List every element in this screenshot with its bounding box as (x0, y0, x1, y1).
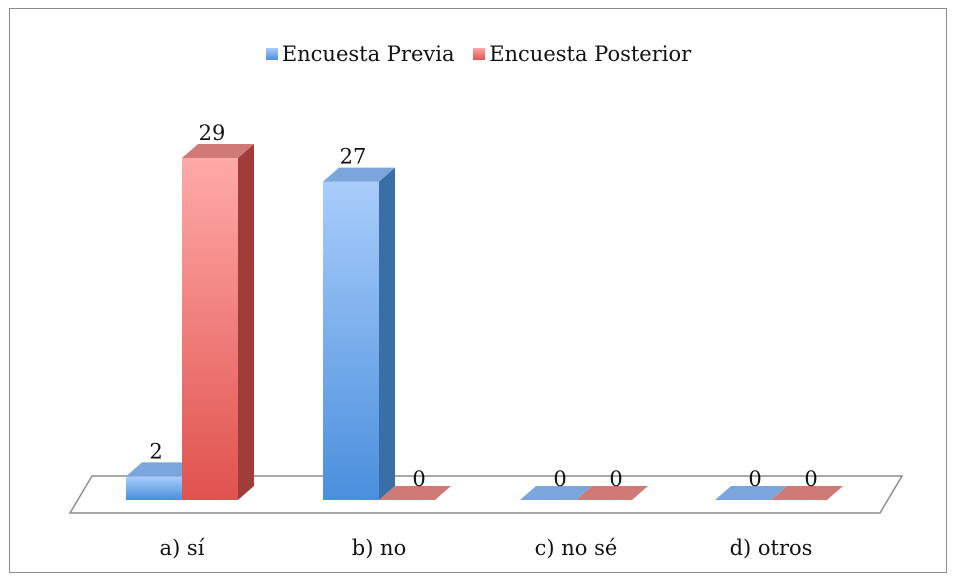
bar-encuesta-posterior-b-no-top (379, 486, 451, 500)
legend-swatch-encuesta-previa (265, 48, 278, 60)
legend-item-encuesta-posterior: Encuesta Posterior (473, 42, 691, 66)
chart-floor (68, 475, 904, 514)
data-label-encuesta-previa-d-otros: 0 (748, 467, 761, 491)
bar-encuesta-previa-c-no-se (520, 486, 592, 500)
data-label-encuesta-posterior-b-no: 0 (412, 467, 425, 491)
data-label-encuesta-posterior-a-si: 29 (199, 121, 226, 145)
bar-encuesta-posterior-c-no-se-top (576, 486, 648, 500)
bar-encuesta-posterior-c-no-se (576, 486, 648, 500)
data-label-encuesta-previa-a-si: 2 (149, 439, 162, 463)
bar-encuesta-previa-d-otros-top (715, 486, 787, 500)
legend-label-encuesta-previa: Encuesta Previa (281, 42, 455, 66)
bar-encuesta-previa-b-no-side (379, 167, 395, 500)
data-label-encuesta-posterior-c-no-se: 0 (609, 467, 622, 491)
bar-encuesta-posterior-a-si-side (238, 144, 254, 500)
bar-encuesta-posterior-a-si-top (182, 144, 254, 158)
legend-label-encuesta-posterior: Encuesta Posterior (489, 42, 692, 66)
data-label-encuesta-previa-c-no-se: 0 (553, 467, 566, 491)
bar-encuesta-posterior-b-no (379, 486, 451, 500)
x-tick-label-c-no-se: c) no sé (535, 536, 618, 560)
bar-encuesta-previa-c-no-se-top (520, 486, 592, 500)
bar-encuesta-previa-b-no-front (323, 181, 379, 500)
bar-encuesta-posterior-d-otros-top (771, 486, 843, 500)
bar-encuesta-previa-a-si-top (126, 462, 198, 477)
x-tick-label-d-otros: d) otros (730, 536, 813, 560)
x-tick-label-b-no: b) no (352, 536, 406, 560)
bar-encuesta-previa-a-si-front (126, 476, 182, 500)
bar-encuesta-previa-d-otros (715, 486, 787, 500)
data-label-encuesta-posterior-d-otros: 0 (804, 467, 817, 491)
data-label-encuesta-previa-b-no: 27 (340, 145, 367, 169)
bar-encuesta-previa-b-no (323, 167, 395, 500)
bar-encuesta-previa-b-no-top (323, 167, 395, 182)
x-tick-label-a-si: a) sí (160, 536, 205, 560)
legend-item-encuesta-previa: Encuesta Previa (265, 42, 455, 66)
bar-encuesta-posterior-a-si-front (182, 158, 238, 500)
bar-encuesta-posterior-a-si (182, 144, 254, 500)
legend-swatch-encuesta-posterior (473, 48, 486, 60)
chart-legend: Encuesta Previa Encuesta Posterior (0, 42, 957, 66)
bar-encuesta-posterior-d-otros (771, 486, 843, 500)
